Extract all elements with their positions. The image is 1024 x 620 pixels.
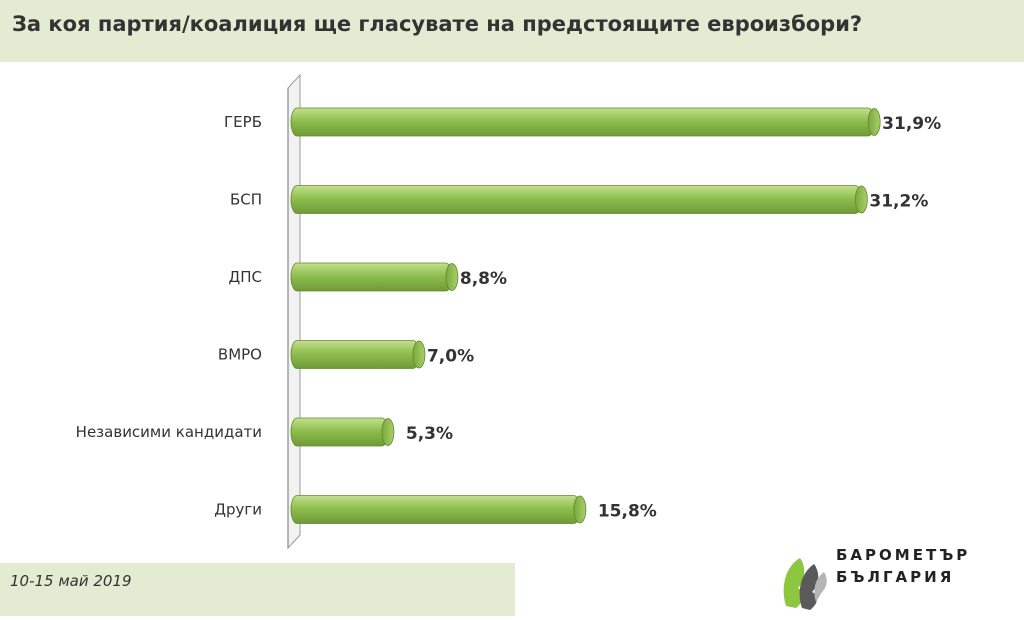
bar-end-cap [854, 185, 868, 214]
bar-end-cap [867, 108, 881, 136]
logo-text-line2: БЪЛГАРИЯ [836, 568, 955, 586]
bar-end-cap [445, 263, 459, 291]
category-label: Независими кандидати [76, 423, 262, 441]
bar-group: ВМРО 7,0% [218, 340, 474, 369]
axis-walls [287, 73, 301, 550]
logo-text-line1: БАРОМЕТЪР [836, 546, 971, 564]
value-label: 7,0% [427, 347, 474, 367]
logo-heads-icon [783, 558, 827, 610]
category-label: ГЕРБ [224, 113, 262, 131]
date-range: 10-15 май 2019 [10, 572, 132, 590]
bar-end-cap [573, 495, 587, 524]
bar [290, 185, 862, 214]
bar [290, 495, 581, 524]
bar-end-cap [412, 340, 426, 369]
bar-group: ГЕРБ 31,9% [224, 107, 941, 137]
title-bar [0, 0, 1024, 62]
footer-bar [0, 563, 515, 616]
bar [290, 262, 453, 292]
bar-group: Независими кандидати 5,3% [76, 417, 453, 447]
category-label: Други [214, 501, 262, 519]
value-label: 5,3% [406, 424, 453, 444]
bar [290, 340, 420, 369]
bar-group: Други 15,8% [214, 495, 657, 524]
bar [290, 107, 875, 137]
value-label: 31,2% [869, 192, 928, 212]
value-label: 31,9% [882, 114, 941, 134]
category-label: ДПС [229, 268, 262, 286]
category-label: ВМРО [218, 346, 262, 364]
bar-group: БСП 31,2% [230, 185, 928, 214]
value-label: 8,8% [460, 269, 507, 289]
chart-title: За коя партия/коалиция ще гласувате на п… [12, 12, 863, 36]
category-label: БСП [230, 191, 262, 209]
bar-end-cap [381, 418, 395, 446]
bar-group: ДПС 8,8% [229, 262, 507, 292]
barometer-logo: БАРОМЕТЪР БЪЛГАРИЯ [776, 536, 1016, 616]
axis-side-wall [287, 73, 301, 550]
value-label: 15,8% [598, 502, 657, 522]
bar [290, 417, 389, 447]
